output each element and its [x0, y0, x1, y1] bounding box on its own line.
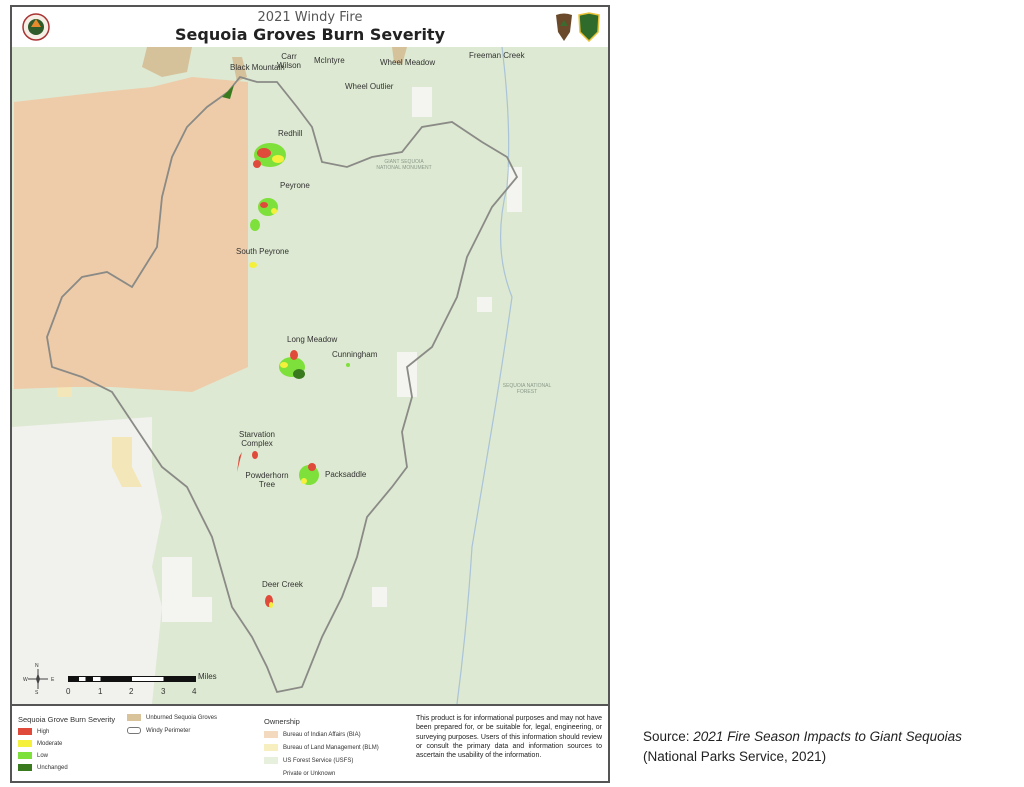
perimeter-icon — [127, 727, 141, 734]
usfs-shield-logo — [578, 12, 600, 42]
scale-tick: 1 — [98, 687, 103, 696]
bia-land — [14, 77, 248, 392]
area-label-forest: SEQUOIA NATIONAL FOREST — [502, 383, 552, 395]
grove-label-redhill: Redhill — [278, 129, 303, 138]
legend-item-high: High — [18, 728, 49, 735]
river — [456, 47, 513, 704]
grove-label-deer-creek: Deer Creek — [262, 580, 303, 589]
windy-perimeter — [46, 75, 519, 694]
private-land — [12, 417, 162, 704]
grove-label-starvation-complex: Starvation Complex — [238, 430, 276, 448]
legend-item-low: Low — [18, 752, 48, 759]
legend-item-private: Private or Unknown — [264, 770, 335, 777]
scale-bar — [68, 676, 196, 682]
unburned-groves — [142, 47, 407, 82]
calfire-seal-logo — [22, 13, 50, 41]
source-publisher: (National Parks Service, 2021) — [643, 749, 827, 764]
blm-land — [57, 377, 142, 487]
scale-tick: 4 — [192, 687, 197, 696]
legend-item-unchanged: Unchanged — [18, 764, 68, 771]
compass-e: E — [51, 677, 55, 683]
grove-label-packsaddle: Packsaddle — [325, 470, 367, 479]
map-frame: 2021 Windy Fire Sequoia Groves Burn Seve… — [10, 5, 610, 783]
legend-item-blm: Bureau of Land Management (BLM) — [264, 744, 379, 751]
source-prefix: Source: — [643, 729, 694, 744]
legend: Sequoia Grove Burn Severity High Moderat… — [12, 706, 608, 781]
map-title: Sequoia Groves Burn Severity — [175, 25, 445, 44]
grove-label-south-peyrone: South Peyrone — [236, 247, 289, 256]
grove-label-wheel-outlier: Wheel Outlier — [345, 82, 394, 91]
legend-item-perimeter: Windy Perimeter — [127, 727, 190, 734]
grove-label-freeman-creek: Freeman Creek — [469, 51, 525, 60]
scale-tick: 3 — [161, 687, 166, 696]
ownership-legend-title: Ownership — [264, 717, 300, 726]
grove-label-cunningham: Cunningham — [332, 350, 378, 359]
grove-label-peyrone: Peyrone — [280, 181, 310, 190]
grove-label-powderhorn-tree: Powderhorn Tree — [245, 471, 289, 489]
grove-label-carr-wilson: Carr Wilson — [276, 52, 301, 70]
grove-label-black-mountain: Black Mountain — [230, 63, 285, 72]
compass-icon — [28, 669, 48, 689]
grove-label-wheel-meadow: Wheel Meadow — [380, 58, 436, 67]
severity-legend-title: Sequoia Grove Burn Severity — [18, 715, 116, 724]
area-label-monument: GIANT SEQUOIA NATIONAL MONUMENT — [376, 159, 432, 171]
legend-item-usfs: US Forest Service (USFS) — [264, 757, 353, 764]
map-header: 2021 Windy Fire Sequoia Groves Burn Seve… — [12, 7, 608, 49]
disclaimer: This product is for informational purpos… — [416, 715, 602, 760]
legend-item-unburned: Unburned Sequoia Groves — [127, 714, 217, 721]
map-subtitle: 2021 Windy Fire — [257, 10, 363, 25]
legend-item-bia: Bureau of Indian Affairs (BIA) — [264, 731, 361, 738]
compass-s: S — [35, 690, 39, 696]
scale-tick: 2 — [129, 687, 134, 696]
grove-label-mcintyre: McIntyre — [314, 56, 345, 65]
compass-w: W — [23, 677, 28, 683]
scale-unit: Miles — [198, 672, 217, 681]
map-canvas[interactable]: Black Mountain Carr Wilson McIntyre Whee… — [12, 47, 608, 706]
grove-label-long-meadow: Long Meadow — [287, 335, 338, 344]
scale-tick: 0 — [66, 687, 71, 696]
compass-n: N — [35, 663, 39, 669]
source-title: 2021 Fire Season Impacts to Giant Sequoi… — [693, 729, 962, 744]
legend-item-moderate: Moderate — [18, 740, 62, 747]
nps-arrowhead-logo — [556, 13, 572, 41]
source-citation: Source: 2021 Fire Season Impacts to Gian… — [643, 727, 962, 767]
burned-groves — [222, 85, 350, 608]
